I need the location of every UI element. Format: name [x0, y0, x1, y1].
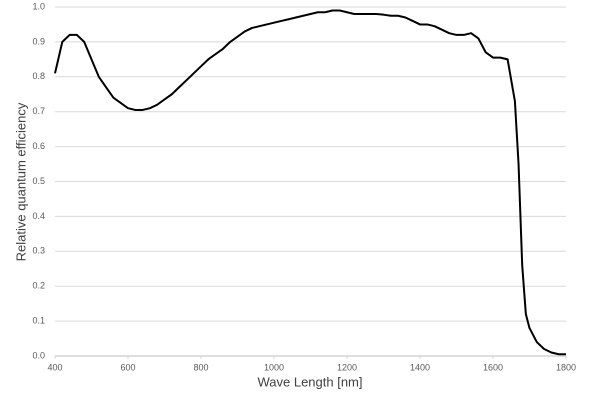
y-tick-label: 1.0	[32, 1, 45, 11]
y-tick-label: 0.2	[32, 281, 45, 291]
x-tick-label: 600	[120, 362, 135, 372]
y-tick-label: 0.4	[32, 211, 45, 221]
x-axis-title: Wave Length [nm]	[257, 374, 362, 389]
y-tick-label: 0.6	[32, 141, 45, 151]
y-tick-label: 0.8	[32, 71, 45, 81]
y-tick-label: 0.1	[32, 315, 45, 325]
x-tick-label: 1600	[483, 362, 503, 372]
x-tick-label: 800	[193, 362, 208, 372]
data-line	[54, 9, 566, 356]
y-tick-label: 0.7	[32, 106, 45, 116]
y-tick-label: 0.0	[32, 350, 45, 360]
x-tick-label: 1400	[410, 362, 430, 372]
x-tick-label: 400	[47, 362, 62, 372]
y-tick-label: 0.9	[32, 36, 45, 46]
x-tick-label: 1800	[556, 362, 576, 372]
y-tick-label: 0.3	[32, 246, 45, 256]
y-tick-label: 0.5	[32, 176, 45, 186]
y-axis-title: Relative quantum efficiency	[13, 102, 28, 261]
x-tick-label: 1000	[264, 362, 284, 372]
x-tick-label: 1200	[337, 362, 357, 372]
